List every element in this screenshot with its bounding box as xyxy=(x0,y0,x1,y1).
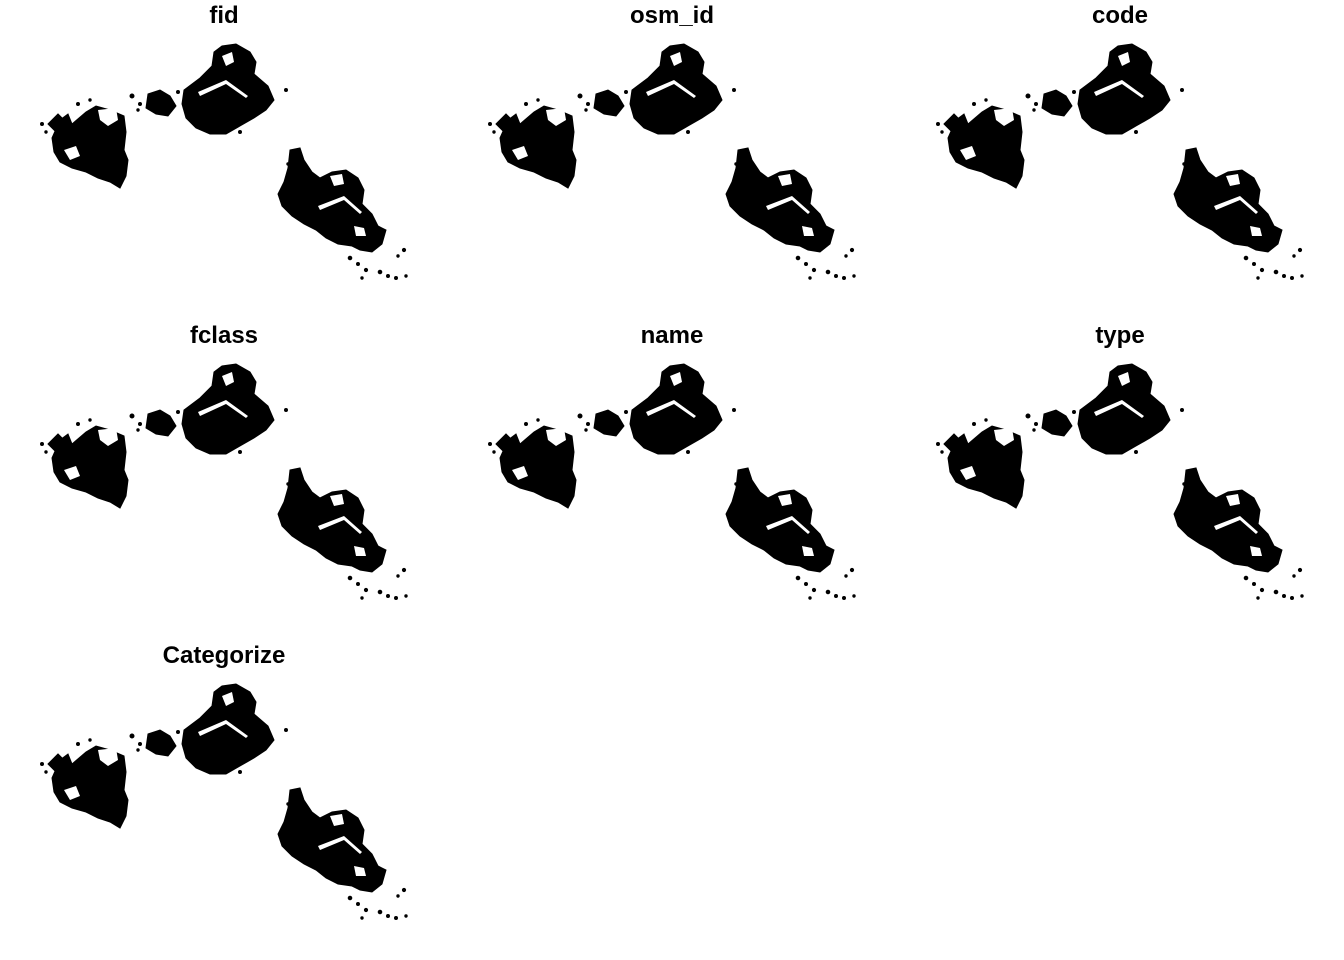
map-osm-id xyxy=(488,43,856,280)
panel-title-fid: fid xyxy=(209,2,239,29)
map-type xyxy=(936,363,1304,600)
map-fid xyxy=(40,43,408,280)
panel-code: code xyxy=(896,0,1344,320)
map-fclass xyxy=(40,363,408,600)
map-code xyxy=(936,43,1304,280)
panel-title-osm-id: osm_id xyxy=(629,2,715,29)
panel-fid: fid xyxy=(0,0,448,320)
panel-title-code: code xyxy=(1091,2,1148,29)
panel-categorize: Categorize xyxy=(0,640,448,960)
panel-osm-id: osm_id xyxy=(448,0,896,320)
panel-title-type: type xyxy=(1095,322,1145,349)
map-name xyxy=(488,363,856,600)
panel-name: name xyxy=(448,320,896,640)
panel-type: type xyxy=(896,320,1344,640)
panel-title-categorize: Categorize xyxy=(162,642,286,669)
map-categorize xyxy=(40,683,408,920)
panel-title-name: name xyxy=(640,322,704,349)
panel-title-fclass: fclass xyxy=(189,322,259,349)
panel-fclass: fclass xyxy=(0,320,448,640)
